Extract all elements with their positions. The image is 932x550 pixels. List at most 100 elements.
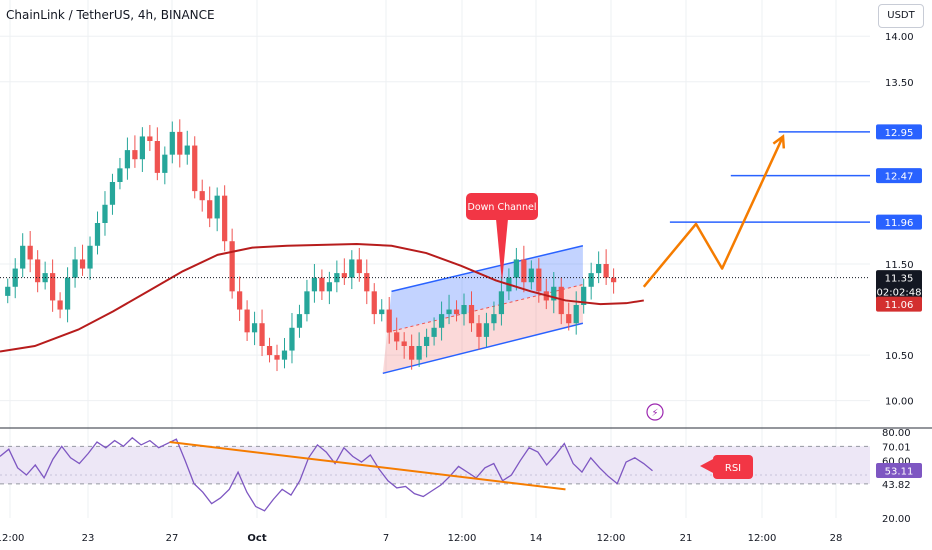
candle-body	[326, 282, 332, 292]
rsi-tick-label: 43.82	[882, 480, 911, 491]
candle-body	[259, 323, 265, 346]
candle-body	[521, 259, 527, 283]
candle-body	[364, 273, 370, 292]
lightning-icon-glyph: ⚡	[651, 408, 658, 419]
candle-body	[558, 286, 564, 315]
candle-body	[35, 259, 41, 283]
rsi-callout-pointer	[700, 458, 715, 474]
rsi-trendline	[169, 441, 566, 491]
candle-body	[236, 291, 243, 310]
x-tick-label: 12:00	[0, 533, 24, 544]
price-label-text: 12.95	[885, 128, 914, 139]
candle-body	[536, 268, 542, 292]
candle-body	[117, 168, 123, 182]
channel-upper-line	[391, 245, 584, 293]
rsi-callout	[713, 455, 753, 479]
candle-body	[573, 305, 579, 324]
candle-body	[468, 305, 475, 324]
candle-body	[57, 300, 63, 310]
price-label-text: 11.06	[885, 300, 914, 311]
down-channel-label: Down Channel	[468, 202, 537, 213]
candle-body	[281, 350, 288, 360]
candle-body	[423, 336, 430, 346]
x-tick-label: 27	[166, 533, 179, 544]
candle-body	[446, 309, 452, 315]
candle-body	[27, 245, 33, 260]
candle-body	[566, 314, 572, 324]
candle-body	[72, 259, 78, 278]
down-channel-pointer	[496, 219, 508, 283]
x-tick-label: 28	[830, 533, 843, 544]
candle-body	[20, 245, 26, 269]
projection-path	[642, 135, 785, 288]
candle-body	[296, 314, 303, 328]
candle-body	[124, 150, 131, 169]
candle-body	[453, 309, 460, 315]
candle-body	[483, 323, 490, 337]
rsi-line	[0, 436, 653, 512]
rsi-current-label: 53.11	[885, 467, 914, 478]
candle-body	[588, 273, 594, 287]
candle-body	[513, 259, 519, 278]
candle-body	[581, 286, 587, 305]
candle-body	[251, 323, 258, 333]
x-tick-label: 7	[383, 533, 389, 544]
candle-body	[386, 309, 392, 333]
candle-body	[311, 277, 318, 292]
y-tick-label: 14.00	[885, 32, 914, 43]
candle-body	[132, 150, 138, 160]
price-label-text: 12.47	[885, 172, 914, 183]
candle-body	[371, 291, 377, 315]
x-tick-label: 21	[680, 533, 693, 544]
candle-body	[304, 291, 310, 315]
candle-body	[244, 309, 250, 333]
candle-body	[79, 259, 86, 269]
candle-body	[394, 332, 400, 342]
y-tick-label: 10.50	[885, 351, 914, 362]
candle-body	[169, 131, 175, 155]
moving-average-line	[0, 242, 644, 353]
price-label-box	[876, 168, 922, 184]
candle-body	[349, 259, 355, 278]
candle-body	[356, 259, 362, 274]
candle-body	[431, 327, 437, 337]
projection-arrowhead	[772, 134, 786, 149]
channel-lower-line	[382, 322, 584, 375]
candle-body	[379, 309, 385, 315]
candle-body	[87, 245, 93, 269]
candle-body	[94, 223, 101, 246]
candle-body	[603, 264, 609, 278]
x-tick-label: 12:00	[748, 533, 777, 544]
candle-body	[229, 241, 235, 292]
candle-body	[596, 264, 602, 274]
price-label-text: 11.96	[885, 218, 914, 229]
x-tick-label: 12:00	[448, 533, 477, 544]
down-channel-callout	[466, 193, 538, 220]
channel-upper-fill	[387, 245, 583, 333]
candle-body	[207, 200, 213, 219]
candle-body	[551, 286, 557, 301]
candle-body	[5, 286, 11, 296]
candle-body	[274, 355, 280, 360]
candle-body	[109, 182, 116, 205]
candle-body	[222, 195, 228, 242]
price-label-text: 11.35	[885, 274, 914, 285]
lightning-icon	[646, 403, 664, 421]
candle-body	[199, 191, 205, 201]
candle-body	[147, 136, 153, 141]
candle-body	[438, 314, 445, 328]
currency-button[interactable]: USDT	[878, 4, 924, 28]
rsi-callout-label: RSI	[725, 463, 741, 474]
candle-body	[461, 305, 467, 315]
price-label-box	[876, 214, 922, 230]
price-label-countdown: 02:02:48	[877, 288, 922, 299]
x-tick-label: 23	[82, 533, 95, 544]
candle-body	[319, 277, 325, 292]
y-tick-label: 11.50	[885, 260, 914, 271]
candle-body	[416, 346, 422, 360]
candle-body	[610, 277, 617, 283]
candle-body	[266, 346, 273, 356]
candle-body	[102, 204, 108, 223]
